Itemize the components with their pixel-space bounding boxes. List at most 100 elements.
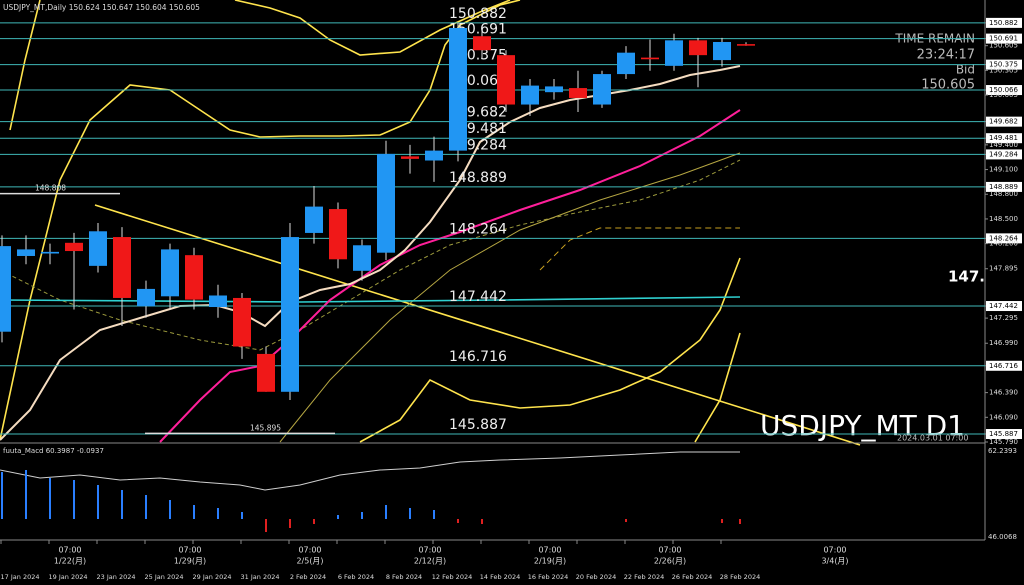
y-tick-label: 148.889 xyxy=(989,183,1018,191)
y-tick-highlight xyxy=(986,360,1022,371)
y-tick-highlight xyxy=(986,233,1022,244)
band-line xyxy=(359,257,741,443)
candle-body xyxy=(401,156,419,159)
y-tick-highlight xyxy=(986,116,1022,127)
ma-line xyxy=(0,65,741,441)
candle-body xyxy=(569,88,587,98)
x-tick-label: 23 Jan 2024 xyxy=(97,573,136,581)
level-label: 148.889 xyxy=(449,170,507,186)
y-tick-label: 148.264 xyxy=(989,234,1018,242)
candle-body xyxy=(17,249,35,256)
candle-body xyxy=(497,55,515,105)
ma-line xyxy=(0,296,741,303)
candle-body xyxy=(89,231,107,266)
candle-body xyxy=(65,242,83,252)
candle-body xyxy=(737,44,755,46)
x-tick-label: 2 Feb 2024 xyxy=(290,573,326,581)
candle-body xyxy=(0,246,11,332)
week-time: 07:00 xyxy=(418,546,441,555)
x-tick-label: 6 Feb 2024 xyxy=(338,573,374,581)
y-tick-label: 150.691 xyxy=(989,35,1018,43)
chart-header: USDJPY_MT,Daily 150.624 150.647 150.604 … xyxy=(3,3,200,12)
level-label: 146.716 xyxy=(449,349,507,365)
indicators xyxy=(0,0,861,446)
y-tick-label: 150.605 xyxy=(989,42,1018,50)
y-tick-label: 147.895 xyxy=(989,265,1018,273)
candle-body xyxy=(281,237,299,392)
old-level-label: 145.895 xyxy=(250,423,281,432)
level-label: 145.887 xyxy=(449,417,507,433)
candle-body xyxy=(665,40,683,66)
y-tick-label: 149.284 xyxy=(989,150,1018,158)
y-tick-highlight xyxy=(986,429,1022,440)
week-date: 2/5(月) xyxy=(296,557,323,566)
timestamp: 2024.03.01 07:00 xyxy=(897,434,968,443)
macd-label: fuuta_Macd 60.3987 -0.0937 xyxy=(3,447,104,455)
big-price: 147. xyxy=(948,268,985,286)
week-time: 07:00 xyxy=(58,546,81,555)
week-date: 2/26(月) xyxy=(654,557,686,566)
bid-value: 150.605 xyxy=(921,78,975,93)
week-date: 2/12(月) xyxy=(414,557,446,566)
week-time: 07:00 xyxy=(298,546,321,555)
level-label: 150.882 xyxy=(449,6,507,22)
band-line xyxy=(234,0,511,56)
macd-histogram xyxy=(1,470,435,519)
bid-label: Bid xyxy=(956,63,975,77)
week-time: 07:00 xyxy=(658,546,681,555)
x-tick-label: 25 Jan 2024 xyxy=(145,573,184,581)
dashed-line xyxy=(539,227,740,271)
symbol-watermark: USDJPY_MT D1 xyxy=(760,409,965,442)
y-tick-label: 150.882 xyxy=(989,19,1018,27)
y-tick-highlight xyxy=(986,149,1022,160)
week-date: 1/22(月) xyxy=(54,557,86,566)
week-time: 07:00 xyxy=(178,546,201,555)
x-tick-label: 22 Feb 2024 xyxy=(624,573,664,581)
week-date: 1/29(月) xyxy=(174,557,206,566)
x-tick-label: 16 Feb 2024 xyxy=(528,573,568,581)
x-tick-label: 14 Feb 2024 xyxy=(480,573,520,581)
week-time: 07:00 xyxy=(538,546,561,555)
candle-body xyxy=(257,353,275,392)
y-tick-label: 147.295 xyxy=(989,314,1018,322)
y-tick-label: 148.800 xyxy=(989,190,1018,198)
x-tick-label: 19 Jan 2024 xyxy=(49,573,88,581)
candle-body xyxy=(137,288,155,307)
band-line xyxy=(9,0,41,131)
level-label: 147.442 xyxy=(449,289,507,305)
time-remain: 23:24:17 xyxy=(917,48,975,63)
y-tick-label: 150.005 xyxy=(989,91,1018,99)
y-tick-highlight xyxy=(986,33,1022,44)
candle-body xyxy=(521,85,539,105)
y-tick-label: 146.090 xyxy=(989,413,1018,421)
y-tick-label: 149.100 xyxy=(989,166,1018,174)
candle-body xyxy=(425,150,443,161)
week-time: 07:00 xyxy=(823,546,846,555)
candle-body xyxy=(305,206,323,233)
candle-body xyxy=(689,40,707,56)
candle-body xyxy=(449,27,467,151)
candle-body xyxy=(713,41,731,61)
level-label: 148.264 xyxy=(449,221,507,237)
candle-body xyxy=(209,295,227,308)
macd-histogram-negative xyxy=(265,519,741,532)
y-tick-highlight xyxy=(986,133,1022,144)
y-tick-label: 146.716 xyxy=(989,362,1018,370)
candle-body xyxy=(113,237,131,298)
y-tick-label: 150.375 xyxy=(989,61,1018,69)
y-tick-label: 150.305 xyxy=(989,66,1018,74)
y-tick-label: 149.682 xyxy=(989,118,1018,126)
y-tick-highlight xyxy=(986,59,1022,70)
candle-body xyxy=(41,251,59,254)
y-tick-label: 149.481 xyxy=(989,134,1018,142)
candle-body xyxy=(233,297,251,347)
week-date: 3/4(月) xyxy=(821,557,848,566)
band-line xyxy=(0,0,521,441)
old-level-label: 148.808 xyxy=(35,184,66,193)
y-tick-highlight xyxy=(986,85,1022,96)
y-tick-label: 145.887 xyxy=(989,430,1018,438)
candle-body xyxy=(593,74,611,105)
y-tick-highlight xyxy=(986,301,1022,312)
y-tick-highlight xyxy=(986,17,1022,28)
